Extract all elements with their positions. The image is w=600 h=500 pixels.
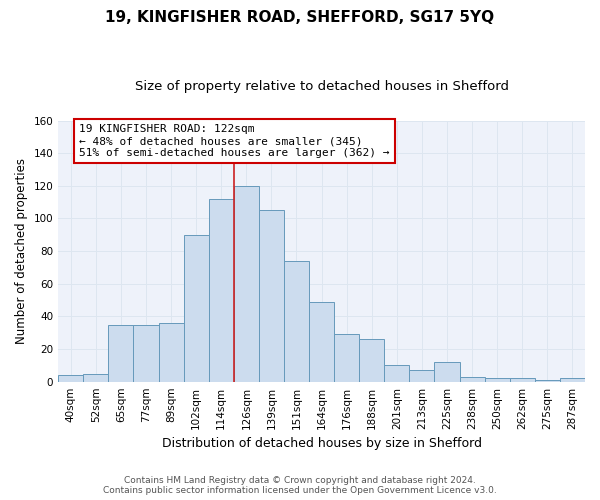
Bar [284, 261, 309, 382]
Bar [209, 199, 234, 382]
Bar [409, 370, 434, 382]
Bar [234, 186, 259, 382]
Text: 19, KINGFISHER ROAD, SHEFFORD, SG17 5YQ: 19, KINGFISHER ROAD, SHEFFORD, SG17 5YQ [106, 10, 494, 25]
Bar [158, 323, 184, 382]
Bar [309, 302, 334, 382]
Bar [259, 210, 284, 382]
Text: Contains HM Land Registry data © Crown copyright and database right 2024.
Contai: Contains HM Land Registry data © Crown c… [103, 476, 497, 495]
Bar [460, 377, 485, 382]
Y-axis label: Number of detached properties: Number of detached properties [15, 158, 28, 344]
Bar [334, 334, 359, 382]
Bar [109, 324, 133, 382]
Bar [510, 378, 535, 382]
Bar [535, 380, 560, 382]
Title: Size of property relative to detached houses in Shefford: Size of property relative to detached ho… [134, 80, 509, 93]
Text: 19 KINGFISHER ROAD: 122sqm
← 48% of detached houses are smaller (345)
51% of sem: 19 KINGFISHER ROAD: 122sqm ← 48% of deta… [79, 124, 390, 158]
Bar [560, 378, 585, 382]
Bar [133, 324, 158, 382]
Bar [434, 362, 460, 382]
Bar [184, 235, 209, 382]
X-axis label: Distribution of detached houses by size in Shefford: Distribution of detached houses by size … [161, 437, 482, 450]
Bar [58, 375, 83, 382]
Bar [359, 339, 385, 382]
Bar [83, 374, 109, 382]
Bar [385, 366, 409, 382]
Bar [485, 378, 510, 382]
